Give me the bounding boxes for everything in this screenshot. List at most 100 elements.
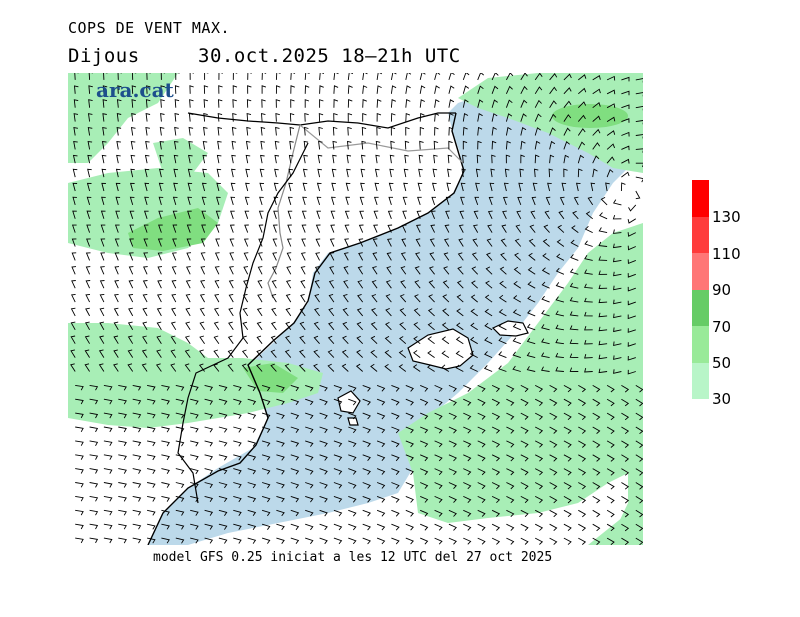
wind-barb — [127, 349, 134, 358]
wind-barb — [228, 321, 234, 331]
wind-barb — [173, 182, 178, 192]
wind-barb — [506, 426, 515, 434]
wind-barb — [443, 238, 450, 247]
wind-barb — [520, 85, 528, 95]
wind-barb — [512, 365, 521, 372]
wind-barb — [598, 270, 608, 275]
wind-barb — [572, 210, 579, 220]
wind-barb — [390, 112, 396, 122]
wind-barb — [333, 112, 338, 122]
wind-barb — [448, 140, 453, 150]
wind-barb — [584, 339, 593, 345]
wind-barb — [315, 238, 321, 247]
wind-barb — [161, 440, 170, 447]
wind-barb — [362, 468, 371, 475]
wind-barb — [362, 85, 368, 94]
wind-barb — [286, 266, 292, 275]
wind-barb — [563, 398, 572, 407]
wind-barb — [362, 509, 371, 517]
wind-barb — [113, 307, 119, 317]
wind-barb — [528, 252, 536, 261]
wind-barb — [272, 224, 278, 233]
wind-barb — [247, 440, 257, 447]
wind-barb — [612, 214, 622, 220]
wind-barb — [563, 537, 572, 545]
wind-barb — [520, 412, 529, 420]
wind-barb — [420, 537, 429, 545]
wind-barb — [613, 285, 622, 291]
wind-barb — [130, 154, 136, 164]
wind-barb — [188, 154, 193, 164]
wind-barb — [103, 509, 113, 516]
wind-barb — [270, 321, 277, 331]
wind-barb — [174, 85, 180, 94]
wind-barb — [261, 468, 271, 475]
wind-barb — [506, 384, 515, 393]
wind-barb — [621, 468, 630, 476]
wind-barb — [241, 349, 249, 358]
wind-barb — [414, 266, 421, 275]
wind-barb — [505, 140, 511, 150]
wind-barb — [270, 335, 277, 344]
wind-barb — [592, 88, 601, 95]
wind-barb — [620, 182, 626, 192]
wind-barb — [246, 113, 252, 122]
wind-barb — [305, 440, 314, 447]
wind-barb — [448, 398, 457, 406]
wind-barb — [113, 335, 119, 344]
wind-barb — [218, 468, 228, 475]
wind-barb — [520, 509, 529, 518]
wind-barb — [427, 350, 435, 358]
wind-barb — [290, 454, 300, 461]
wind-barb — [118, 537, 127, 544]
wind-barb — [433, 140, 439, 150]
wind-barb — [384, 336, 392, 345]
wind-barb — [348, 509, 357, 517]
wind-barb — [577, 168, 583, 178]
legend-label-130: 130 — [712, 208, 741, 226]
wind-barb — [247, 412, 257, 419]
wind-barb — [171, 307, 177, 317]
wind-barb — [247, 495, 257, 503]
wind-barb — [344, 238, 349, 247]
wind-barb — [89, 509, 99, 516]
wind-barb — [260, 126, 266, 136]
wind-barb — [161, 495, 170, 502]
wind-barb — [484, 322, 493, 331]
wind-barb — [371, 294, 378, 303]
wind-barb — [486, 252, 493, 261]
wind-barb — [118, 482, 127, 488]
wind-barb — [175, 398, 185, 405]
wind-barb — [569, 367, 579, 372]
wind-barb — [184, 363, 191, 372]
wind-barb — [173, 154, 179, 164]
wind-barb — [132, 384, 142, 391]
wind-barb — [161, 482, 170, 488]
wind-barb — [391, 454, 400, 462]
wind-barb — [174, 99, 180, 108]
wind-barb — [541, 338, 550, 345]
wind-barb — [505, 113, 513, 122]
wind-barb — [333, 495, 343, 503]
wind-barb — [585, 211, 593, 220]
wind-barb — [447, 168, 452, 178]
wind-barb — [533, 168, 539, 178]
wind-barb — [275, 99, 281, 108]
wind-30-50-area-south — [398, 223, 643, 545]
wind-barb — [514, 238, 522, 247]
wind-barb — [300, 280, 306, 289]
wind-barb — [442, 294, 450, 303]
wind-barb — [598, 227, 608, 234]
wind-barb — [247, 509, 257, 517]
wind-barb — [328, 293, 335, 303]
wind-barb — [429, 238, 435, 247]
wind-barb — [247, 398, 257, 405]
wind-barb — [216, 154, 222, 164]
wind-barb — [385, 294, 392, 303]
wind-barb — [577, 101, 587, 109]
wind-barb — [174, 126, 179, 136]
wind-barb — [477, 440, 486, 448]
wind-barb — [118, 384, 127, 391]
wind-barb — [376, 440, 386, 448]
wind-barb — [462, 73, 470, 81]
